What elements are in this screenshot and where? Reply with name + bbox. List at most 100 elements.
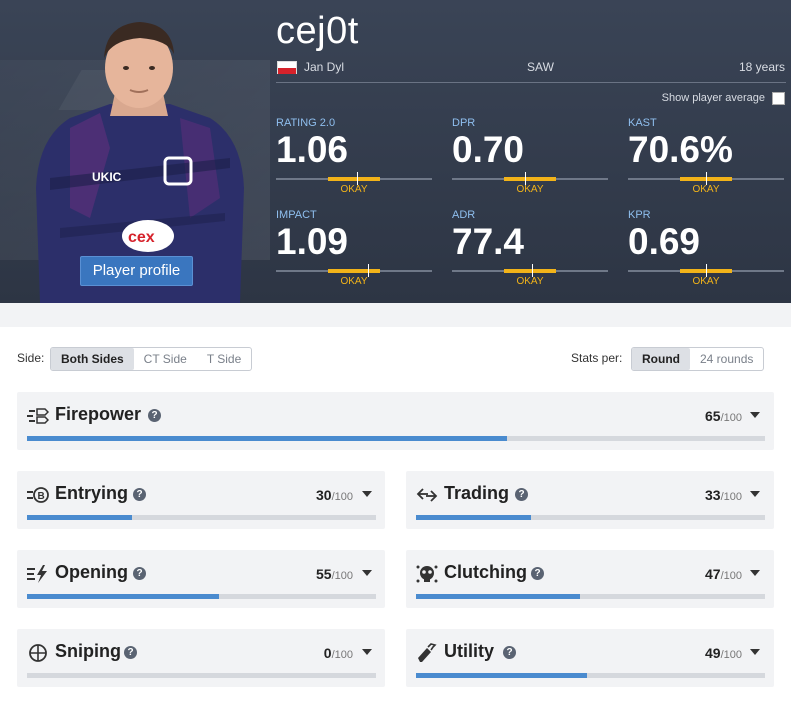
stats-per-option-24-rounds[interactable]: 24 rounds	[700, 352, 754, 366]
stat-value: 1.06	[276, 129, 349, 170]
help-icon[interactable]: ?	[133, 488, 146, 501]
stat-label: ADR	[452, 209, 476, 221]
help-icon[interactable]: ?	[515, 488, 528, 501]
show-average-checkbox[interactable]	[772, 92, 785, 105]
stat-marker	[357, 172, 358, 185]
side-filter: Both Sides CT Side T Side	[50, 347, 253, 371]
stat-marker	[525, 172, 526, 185]
help-icon[interactable]: ?	[531, 567, 544, 580]
chevron-down-icon[interactable]	[750, 491, 760, 497]
stat-value: 77.4	[452, 221, 525, 262]
stat-range-fill	[328, 269, 380, 273]
player-nickname: cej0t	[276, 10, 359, 52]
category-score: 0/100	[323, 645, 353, 661]
stat-adr: ADR 77.4 OKAY	[452, 209, 608, 289]
category-title: Sniping	[55, 641, 121, 661]
stat-rating-label: OKAY	[692, 184, 720, 195]
category-score: 65/100	[705, 408, 742, 424]
category-card-sniping[interactable]: Sniping ? 0/100	[17, 629, 385, 687]
stat-label: KAST	[628, 117, 657, 129]
category-score: 47/100	[705, 566, 742, 582]
help-icon[interactable]: ?	[124, 646, 137, 659]
svg-text:UKIC: UKIC	[92, 170, 122, 184]
player-age: 18 years	[738, 60, 785, 74]
player-profile-button[interactable]: Player profile	[80, 256, 193, 286]
side-option-both[interactable]: Both Sides	[51, 348, 134, 370]
player-real-name: Jan Dyl	[304, 60, 345, 74]
category-score: 33/100	[705, 487, 742, 503]
stat-rating-label: OKAY	[516, 276, 544, 287]
chevron-down-icon[interactable]	[362, 649, 372, 655]
stat-kpr: KPR 0.69 OKAY	[628, 209, 784, 289]
chevron-down-icon[interactable]	[362, 570, 372, 576]
stat-value: 70.6%	[628, 129, 733, 170]
stat-rating-label: OKAY	[516, 184, 544, 195]
skull-icon	[416, 565, 438, 583]
side-filter-label: Side:	[17, 351, 45, 365]
trading-icon	[416, 488, 438, 502]
player-photo: UKIC cex	[36, 22, 244, 303]
stat-range-fill	[328, 177, 380, 181]
opening-icon	[27, 565, 47, 583]
category-card-opening[interactable]: Opening ? 55/100	[17, 550, 385, 608]
stat-label: IMPACT	[276, 209, 317, 221]
category-title: Opening	[55, 562, 128, 582]
help-icon[interactable]: ?	[503, 646, 516, 659]
stats-per-label: Stats per:	[571, 351, 623, 365]
stat-marker	[706, 172, 707, 185]
stat-marker	[532, 264, 533, 277]
player-header: UKIC cex Player profile cej0t Jan Dyl SA…	[0, 0, 791, 303]
stat-marker	[368, 264, 369, 277]
stat-range-fill	[504, 269, 556, 273]
category-title: Trading	[444, 483, 510, 503]
category-title: Firepower	[55, 404, 142, 424]
stats-per-filter: Round 24 rounds	[631, 347, 765, 371]
category-card-clutching[interactable]: Clutching ? 47/100	[406, 550, 774, 608]
stat-impact: IMPACT 1.09 OKAY	[276, 209, 432, 289]
category-title: Entrying	[55, 483, 129, 503]
crosshair-icon	[29, 644, 47, 662]
chevron-down-icon[interactable]	[750, 570, 760, 576]
chevron-down-icon[interactable]	[750, 412, 760, 418]
stat-range-fill	[504, 177, 556, 181]
category-score: 30/100	[316, 487, 353, 503]
category-progress-bar	[416, 515, 765, 520]
entrying-icon: B	[27, 487, 49, 503]
category-progress-bar	[27, 673, 376, 678]
stat-label: DPR	[452, 117, 476, 129]
stat-value: 0.70	[452, 129, 525, 170]
category-card-trading[interactable]: Trading ? 33/100	[406, 471, 774, 529]
category-card-utility[interactable]: Utility ? 49/100	[406, 629, 774, 687]
stat-label: RATING 2.0	[276, 117, 336, 129]
chevron-down-icon[interactable]	[750, 649, 760, 655]
chevron-down-icon[interactable]	[362, 491, 372, 497]
category-progress-bar	[27, 436, 765, 441]
help-icon[interactable]: ?	[148, 409, 161, 422]
firepower-icon	[27, 408, 49, 424]
category-progress-bar	[416, 673, 765, 678]
stat-value: 1.09	[276, 221, 349, 262]
grenade-icon	[418, 643, 437, 662]
side-option-ct[interactable]: CT Side	[143, 352, 187, 366]
player-team[interactable]: SAW	[527, 60, 554, 74]
poland-flag-icon	[277, 61, 297, 74]
svg-text:B: B	[38, 491, 45, 502]
stat-rating-label: OKAY	[340, 276, 368, 287]
stat-rating-label: OKAY	[692, 276, 720, 287]
stats-per-option-round[interactable]: Round	[632, 348, 690, 370]
stat-value: 0.69	[628, 221, 701, 262]
svg-text:cex: cex	[128, 229, 155, 246]
divider	[276, 82, 786, 83]
stat-label: KPR	[628, 209, 651, 221]
stat-kast: KAST 70.6% OKAY	[628, 117, 784, 197]
side-option-t[interactable]: T Side	[206, 352, 242, 366]
category-card-entrying[interactable]: B Entrying ? 30/100	[17, 471, 385, 529]
help-icon[interactable]: ?	[133, 567, 146, 580]
category-progress-bar	[416, 594, 765, 599]
stat-marker	[706, 264, 707, 277]
stat-rating: RATING 2.0 1.06 OKAY	[276, 117, 432, 197]
show-average-label: Show player average	[661, 92, 765, 104]
category-score: 55/100	[316, 566, 353, 582]
category-card-firepower[interactable]: Firepower ? 65/100	[17, 392, 774, 450]
category-score: 49/100	[705, 645, 742, 661]
